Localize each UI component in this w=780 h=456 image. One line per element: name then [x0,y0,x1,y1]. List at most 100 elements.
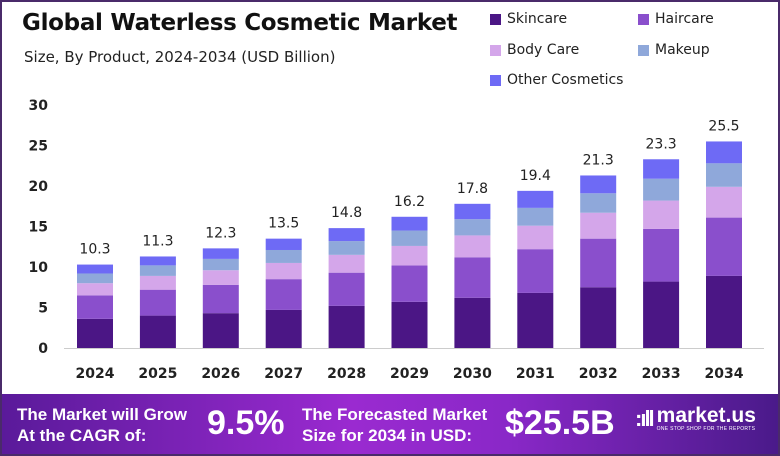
bar-segment-other-cosmetics [580,175,617,194]
x-tick-label: 2028 [327,366,366,382]
bar-segment-body-care [454,235,491,258]
bar-segment-haircare [643,228,680,282]
cagr-value: 9.5% [207,404,285,442]
cagr-label: The Market will Grow At the CAGR of: [17,405,188,445]
bar-segment-skincare [328,305,365,348]
legend-label: Haircare [655,11,714,27]
bar-segment-skincare [580,287,617,348]
bar-segment-haircare [517,249,554,293]
x-tick-label: 2029 [390,366,429,382]
legend-item-other-cosmetics: Other Cosmetics [490,72,623,88]
bar-segment-body-care [265,262,302,280]
bar-segment-other-cosmetics [328,228,365,242]
bar-segment-makeup [454,219,491,236]
bar-segment-makeup [202,258,239,271]
bar-segment-other-cosmetics [265,238,302,250]
x-tick-label: 2026 [201,366,240,382]
x-tick-label: 2027 [264,366,303,382]
bar-segment-body-care [643,200,680,229]
x-tick-label: 2024 [76,366,115,382]
bar-segment-other-cosmetics [391,216,428,231]
y-tick-label: 20 [29,179,49,195]
legend-swatch [490,13,501,25]
x-tick-label: 2033 [642,366,681,382]
bar-segment-skincare [706,275,742,348]
legend-item-makeup: Makeup [638,42,710,58]
x-tick-label: 2032 [579,366,618,382]
footer-banner: The Market will Grow At the CAGR of: 9.5… [2,394,778,454]
bar-segment-body-care [202,270,239,285]
bar-segment-skincare [391,301,428,348]
legend-swatch [490,74,501,86]
y-tick-label: 30 [29,98,49,114]
legend-swatch [490,44,501,56]
bar-segment-makeup [391,230,428,246]
bar-segment-makeup [706,163,742,187]
bar-segment-other-cosmetics [517,190,554,208]
bar-segment-other-cosmetics [202,248,239,259]
bar-segment-skincare [139,315,176,348]
x-tick-label: 2030 [453,366,492,382]
legend-item-body-care: Body Care [490,42,579,58]
bar-total-label: 13.5 [268,216,299,232]
bar-segment-haircare [202,284,239,314]
x-tick-label: 2031 [516,366,555,382]
legend-label: Skincare [507,11,568,27]
bar-total-label: 14.8 [331,205,362,221]
legend-label: Makeup [655,42,710,58]
logo-mark-icon: :ıll [635,406,655,431]
chart-subtitle: Size, By Product, 2024-2034 (USD Billion… [24,48,336,66]
bar-segment-makeup [265,249,302,263]
bar-segment-body-care [328,254,365,273]
bar-segment-skincare [202,313,239,348]
bar-total-label: 21.3 [583,152,614,168]
bar-total-label: 12.3 [205,225,236,241]
forecast-label: The Forecasted Market Size for 2034 in U… [302,405,488,445]
brand-name: market.us [656,404,756,427]
bar-segment-makeup [328,241,365,255]
bar-total-label: 25.5 [708,118,739,134]
bar-segment-makeup [580,193,617,213]
bar-segment-haircare [391,265,428,302]
bar-segment-other-cosmetics [139,256,176,266]
bar-segment-haircare [77,295,113,319]
y-tick-label: 10 [29,260,49,276]
bar-segment-haircare [580,238,617,288]
bar-segment-skincare [643,281,680,348]
bar-segment-haircare [265,279,302,310]
bar-segment-skincare [77,318,113,348]
legend-swatch [638,44,649,56]
bar-segment-haircare [328,272,365,306]
y-tick-label: 25 [29,139,48,155]
bar-segment-makeup [139,265,176,276]
bar-segment-body-care [517,225,554,250]
y-tick-label: 15 [29,220,48,236]
legend-label: Body Care [507,42,580,58]
legend-item-haircare: Haircare [638,11,714,27]
bar-segment-haircare [454,257,491,298]
forecast-value: $25.5B [505,404,615,442]
bar-segment-body-care [391,245,428,266]
legend-swatch [638,13,649,25]
bar-segment-other-cosmetics [77,264,113,274]
bar-total-label: 19.4 [520,168,551,184]
x-tick-label: 2025 [138,366,177,382]
legend-label: Other Cosmetics [507,72,624,88]
bar-segment-haircare [139,289,176,316]
bar-segment-skincare [265,309,302,348]
bar-segment-makeup [643,178,680,201]
bar-total-label: 23.3 [646,136,677,152]
x-tick-label: 2034 [705,366,744,382]
bar-total-label: 10.3 [79,242,110,258]
market-us-logo: :ıll market.us ONE STOP SHOP FOR THE REP… [635,404,756,432]
stacked-bar-chart: 05101520253010.3202411.3202512.3202613.5… [29,98,764,382]
bar-segment-skincare [517,292,554,348]
bar-segment-other-cosmetics [643,159,680,179]
bar-total-label: 16.2 [394,194,425,210]
chart-title: Global Waterless Cosmetic Market [22,10,458,36]
legend-item-skincare: Skincare [490,11,567,27]
bar-segment-body-care [139,275,176,290]
bar-segment-makeup [517,207,554,226]
bar-total-label: 11.3 [142,233,173,249]
